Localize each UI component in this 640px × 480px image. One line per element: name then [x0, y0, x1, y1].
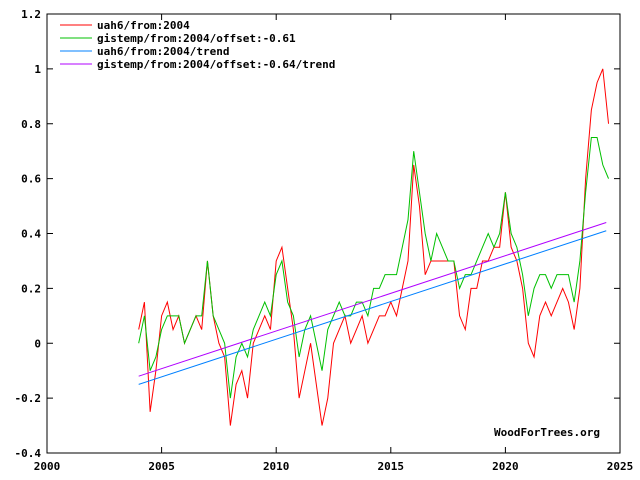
y-tick-label: 0.8	[21, 118, 41, 131]
y-tick-label: 1.2	[21, 8, 41, 21]
y-tick-label: 0.4	[21, 228, 41, 241]
series-line-1	[138, 136, 610, 399]
plot-frame	[46, 13, 621, 454]
x-tick-label: 2005	[148, 460, 175, 473]
series-line-0	[138, 68, 610, 426]
legend-label-2: uah6/from:2004/trend	[97, 45, 229, 58]
x-tick-label: 2010	[263, 460, 290, 473]
x-tick-label: 2015	[378, 460, 405, 473]
series-line-2	[138, 230, 607, 385]
y-tick-label: -0.4	[15, 447, 42, 460]
legend-label-1: gistemp/from:2004/offset:-0.61	[97, 32, 296, 45]
x-tick-label: 2000	[34, 460, 61, 473]
series-line-3	[138, 222, 607, 377]
y-tick-label: 0.6	[21, 173, 41, 186]
legend-label-3: gistemp/from:2004/offset:-0.64/trend	[97, 58, 335, 71]
legend-label-0: uah6/from:2004	[97, 19, 190, 32]
y-tick-label: 1	[34, 63, 41, 76]
x-tick-label: 2020	[492, 460, 519, 473]
y-tick-label: -0.2	[15, 392, 42, 405]
y-tick-label: 0.2	[21, 282, 41, 295]
watermark: WoodForTrees.org	[494, 426, 600, 439]
x-tick-label: 2025	[607, 460, 634, 473]
y-tick-label: 0	[34, 337, 41, 350]
